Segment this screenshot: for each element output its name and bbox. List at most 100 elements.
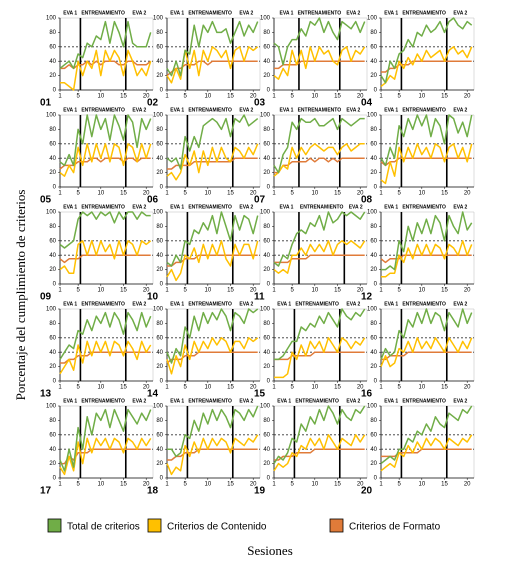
y-tick-label: 100 xyxy=(367,404,378,410)
series-line xyxy=(381,240,473,278)
phase-label: EVA 2 xyxy=(349,204,363,210)
y-tick-label: 40 xyxy=(370,447,377,453)
y-tick-label: 0 xyxy=(160,379,164,385)
phase-label: EVA 1 xyxy=(170,398,184,404)
series-line xyxy=(380,17,473,84)
x-tick-label: 15 xyxy=(120,385,127,391)
y-tick-label: 40 xyxy=(370,350,377,356)
x-tick-label: 15 xyxy=(334,482,341,488)
phase-label: ENTRENAMIENTO xyxy=(402,10,446,16)
y-tick-label: 20 xyxy=(49,364,56,370)
phase-label: EVA 1 xyxy=(277,301,291,307)
x-tick-label: 15 xyxy=(334,94,341,100)
y-tick-label: 80 xyxy=(263,30,270,36)
y-tick-label: 80 xyxy=(156,418,163,424)
phase-label: EVA 2 xyxy=(346,301,360,307)
x-tick-label: 20 xyxy=(357,288,364,294)
y-tick-label: 40 xyxy=(49,350,56,356)
y-tick-label: 40 xyxy=(370,59,377,65)
panel-label: 12 xyxy=(361,292,373,303)
y-tick-label: 0 xyxy=(53,379,57,385)
y-tick-label: 20 xyxy=(49,73,56,79)
x-tick-label: 10 xyxy=(311,191,318,197)
x-tick-label: 10 xyxy=(97,482,104,488)
y-tick-label: 0 xyxy=(160,476,164,482)
y-tick-label: 20 xyxy=(263,364,270,370)
y-tick-label: 100 xyxy=(46,113,57,119)
y-tick-label: 100 xyxy=(46,16,57,22)
series-line xyxy=(274,254,365,264)
series-line xyxy=(380,308,473,360)
x-tick-label: 20 xyxy=(464,482,471,488)
phase-label: EVA 2 xyxy=(132,204,146,210)
phase-label: EVA 2 xyxy=(453,301,467,307)
x-tick-label: 1 xyxy=(165,385,169,391)
series-line xyxy=(381,351,472,361)
legend-label: Criterios de Formato xyxy=(349,522,441,533)
legend-label: Total de criterios xyxy=(67,522,140,533)
x-tick-label: 1 xyxy=(379,288,383,294)
series-line xyxy=(273,211,366,267)
y-tick-label: 40 xyxy=(263,253,270,259)
y-tick-label: 80 xyxy=(156,321,163,327)
phase-label: EVA 1 xyxy=(170,301,184,307)
x-tick-label: 20 xyxy=(250,385,257,391)
x-tick-label: 5 xyxy=(76,191,80,197)
series-line xyxy=(380,157,472,167)
panel-label: 04 xyxy=(361,98,373,109)
y-tick-label: 80 xyxy=(156,127,163,133)
series-line xyxy=(167,448,258,461)
x-tick-label: 10 xyxy=(418,288,425,294)
y-tick-label: 100 xyxy=(46,210,57,216)
x-tick-label: 1 xyxy=(272,288,276,294)
x-tick-label: 20 xyxy=(143,288,150,294)
series-line xyxy=(273,117,365,174)
y-tick-label: 20 xyxy=(156,461,163,467)
y-tick-label: 60 xyxy=(49,141,56,147)
panel-label: 14 xyxy=(147,389,159,400)
y-tick-label: 20 xyxy=(370,170,377,176)
y-tick-label: 0 xyxy=(53,476,57,482)
y-tick-label: 0 xyxy=(267,476,271,482)
y-tick-label: 100 xyxy=(153,404,164,410)
y-tick-label: 80 xyxy=(263,127,270,133)
series-line xyxy=(380,114,473,167)
series-line xyxy=(59,408,152,472)
x-tick-label: 5 xyxy=(290,191,294,197)
x-tick-label: 20 xyxy=(250,191,257,197)
y-tick-label: 20 xyxy=(49,267,56,273)
y-tick-label: 20 xyxy=(370,267,377,273)
x-tick-label: 5 xyxy=(76,482,80,488)
x-tick-label: 5 xyxy=(290,385,294,391)
series-line xyxy=(59,340,152,375)
phase-label: EVA 1 xyxy=(170,107,184,113)
series-line xyxy=(59,143,152,177)
x-tick-label: 10 xyxy=(418,385,425,391)
x-tick-label: 10 xyxy=(97,191,104,197)
x-tick-label: 20 xyxy=(464,385,471,391)
y-tick-label: 100 xyxy=(367,210,378,216)
series-line xyxy=(273,405,366,464)
series-line xyxy=(273,240,366,274)
phase-label: EVA 1 xyxy=(63,107,77,113)
y-tick-label: 60 xyxy=(49,335,56,341)
y-tick-label: 100 xyxy=(46,404,57,410)
x-tick-label: 1 xyxy=(272,94,276,100)
x-axis-label: Sesiones xyxy=(247,543,293,558)
phase-label: EVA 2 xyxy=(239,398,253,404)
series-line xyxy=(166,211,259,267)
x-tick-label: 10 xyxy=(97,94,104,100)
x-tick-label: 5 xyxy=(183,482,187,488)
x-tick-label: 20 xyxy=(357,191,364,197)
legend-swatch xyxy=(47,518,62,533)
x-tick-label: 5 xyxy=(397,385,401,391)
series-line xyxy=(59,311,152,360)
panel-label: 08 xyxy=(361,195,373,206)
y-tick-label: 80 xyxy=(263,321,270,327)
phase-label: ENTRENAMIENTO xyxy=(188,204,232,210)
x-tick-label: 20 xyxy=(250,288,257,294)
series-line xyxy=(380,337,473,368)
x-tick-label: 5 xyxy=(183,191,187,197)
y-tick-label: 20 xyxy=(156,364,163,370)
